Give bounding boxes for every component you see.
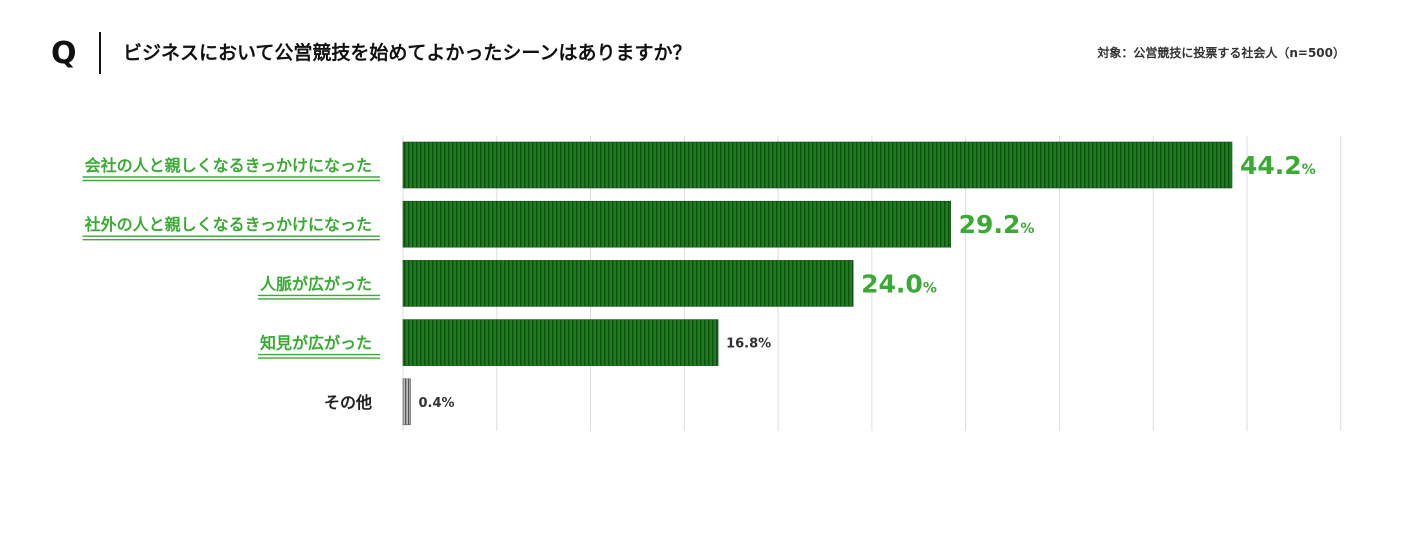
bar-3 [402,319,719,366]
value-unit-2: % [923,280,937,296]
bars [402,141,1233,426]
value-label-4: 0.4% [419,396,455,411]
bar-4 [402,378,411,426]
value-label-2: 24.0% [861,269,937,298]
value-label-3: 16.8% [726,337,771,352]
category-label-4: その他 [324,393,372,412]
value-label-0: 44.2% [1240,151,1316,180]
category-label-1: 社外の人と親しくなるきっかけになった [84,215,372,234]
bar-2 [402,260,854,307]
question-title: ビジネスにおいて公営競技を始めてよかったシーンはありますか？ [123,42,692,64]
target-note: 対象：公営競技に投票する社会人（n=500） [1097,46,1345,60]
value-unit-1: % [1020,221,1034,237]
category-labels: 会社の人と親しくなるきっかけになった社外の人と親しくなるきっかけになった人脈が広… [82,156,380,412]
bar-1 [402,200,951,248]
category-label-0: 会社の人と親しくなるきっかけになった [85,156,372,175]
value-unit-0: % [1302,162,1316,178]
category-label-3: 知見が広がった [260,334,372,353]
bar-0 [402,141,1233,189]
header-divider [99,32,101,74]
category-label-2: 人脈が広がった [260,274,372,293]
question-mark: Q [51,36,77,71]
value-label-1: 29.2% [959,210,1035,239]
